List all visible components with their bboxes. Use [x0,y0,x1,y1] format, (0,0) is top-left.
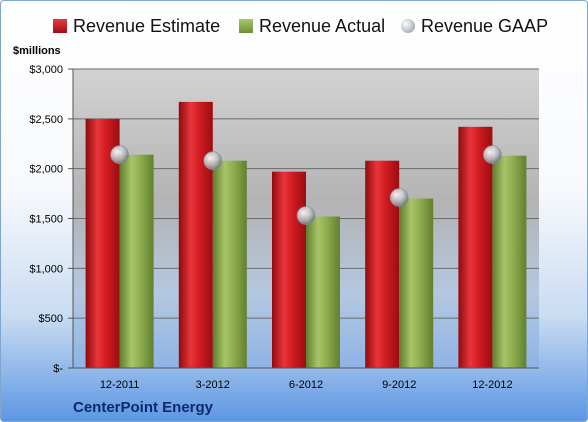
x-tick-label: 6-2012 [289,379,323,391]
legend-item-gaap: Revenue GAAP [401,11,548,41]
bar-revenue-actual [306,216,340,368]
actual-swatch [239,19,253,33]
x-tick-label: 12-2012 [472,379,512,391]
marker-revenue-gaap [483,145,502,165]
bar-revenue-estimate [178,101,213,368]
bar-revenue-estimate [272,171,306,368]
y-tick-label: $1,000 [29,263,63,275]
y-axis-units-label: $millions [13,45,61,57]
y-tick-label: $1,500 [29,214,63,226]
x-tick-label: 3-2012 [196,379,230,391]
legend-label-gaap: Revenue GAAP [421,15,549,36]
bar-revenue-actual [399,198,434,368]
marker-revenue-gaap [296,206,316,225]
legend-label-actual: Revenue Actual [259,15,386,36]
legend-item-estimate: Revenue Estimate [53,11,220,41]
bar-revenue-actual [212,160,247,368]
y-tick-label: $2,500 [29,114,63,126]
estimate-swatch [53,19,67,33]
bars [85,101,527,368]
marker-revenue-gaap [389,188,409,207]
gaap-swatch [401,19,415,33]
y-axis-ticks: $- $500 $1,000 $1,500 $2,000 $2,500 $3,000 [29,64,74,375]
legend-item-actual: Revenue Actual [239,11,385,41]
marker-revenue-gaap [203,151,223,170]
y-tick-label: $2,000 [29,164,63,176]
y-tick-label: $- [53,363,63,375]
x-axis-ticks: 12-2011 3-2012 6-2012 9-2012 12-2012 [73,367,539,391]
y-tick-label: $500 [39,313,63,325]
marker-revenue-gaap [110,145,129,165]
legend-label-estimate: Revenue Estimate [73,15,221,36]
legend: Revenue Estimate Revenue Actual Revenue … [1,11,587,41]
x-tick-label: 9-2012 [382,379,416,391]
bar-revenue-estimate [458,126,493,368]
y-tick-label: $3,000 [29,64,63,76]
x-tick-label: 12-2011 [100,379,140,391]
bar-revenue-actual [119,154,154,368]
company-name: CenterPoint Energy [73,399,214,416]
bar-revenue-actual [492,155,527,368]
